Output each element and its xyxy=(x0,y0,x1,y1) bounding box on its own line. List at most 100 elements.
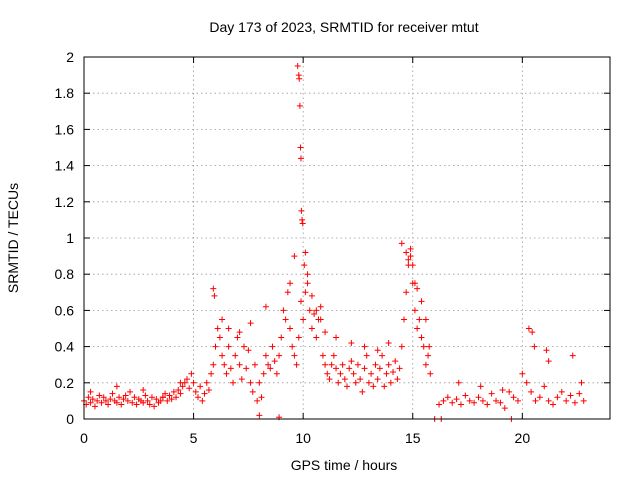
data-point xyxy=(258,394,265,401)
data-point xyxy=(153,396,160,403)
data-point xyxy=(407,253,414,260)
data-point xyxy=(140,399,147,406)
data-point xyxy=(157,397,164,404)
data-point xyxy=(376,365,383,372)
data-point xyxy=(396,365,403,372)
data-point xyxy=(173,394,180,401)
data-point xyxy=(151,403,158,410)
y-tick-label: 0.8 xyxy=(55,266,75,282)
y-tick-label: 0.4 xyxy=(55,339,75,355)
data-point xyxy=(107,396,114,403)
data-point xyxy=(260,370,267,377)
data-point xyxy=(354,361,361,368)
data-point xyxy=(208,370,215,377)
data-point xyxy=(519,370,526,377)
data-point xyxy=(127,388,134,395)
data-point xyxy=(319,352,326,359)
data-point xyxy=(267,365,274,372)
data-point xyxy=(330,352,337,359)
data-point xyxy=(554,394,561,401)
data-point xyxy=(328,361,335,368)
data-point xyxy=(525,325,532,332)
x-tick-label: 20 xyxy=(515,430,531,446)
data-point xyxy=(576,390,583,397)
data-point xyxy=(297,144,304,151)
data-point xyxy=(531,343,538,350)
data-point xyxy=(361,343,368,350)
data-point xyxy=(273,370,280,377)
data-point xyxy=(179,383,186,390)
data-point xyxy=(322,361,329,368)
data-point xyxy=(479,397,486,404)
data-point xyxy=(245,347,252,354)
data-point xyxy=(381,383,388,390)
y-tick-label: 0 xyxy=(66,411,74,427)
data-point xyxy=(177,379,184,386)
data-point xyxy=(140,387,147,394)
y-tick-label: 0.6 xyxy=(55,302,75,318)
data-point xyxy=(453,396,460,403)
x-tick-label: 10 xyxy=(295,430,311,446)
data-point xyxy=(501,405,508,412)
data-point xyxy=(416,316,423,323)
x-tick-label: 0 xyxy=(80,430,88,446)
data-point xyxy=(287,325,294,332)
data-point xyxy=(385,339,392,346)
data-point xyxy=(142,392,149,399)
data-point xyxy=(148,394,155,401)
data-point xyxy=(374,376,381,383)
data-point xyxy=(457,401,464,408)
data-point xyxy=(407,245,414,252)
data-point xyxy=(387,379,394,386)
data-point xyxy=(219,316,226,323)
data-point xyxy=(162,390,169,397)
data-point xyxy=(550,401,557,408)
data-point xyxy=(256,379,263,386)
data-point xyxy=(211,292,218,299)
data-point xyxy=(418,334,425,341)
data-point xyxy=(337,370,344,377)
data-point xyxy=(466,397,473,404)
data-point xyxy=(251,361,258,368)
data-point xyxy=(262,303,269,310)
data-point xyxy=(563,397,570,404)
data-point xyxy=(299,216,306,223)
data-point xyxy=(411,307,418,314)
data-point xyxy=(308,325,315,332)
y-axis-label: SRMTID / TECUs xyxy=(5,183,21,293)
data-point xyxy=(302,289,309,296)
data-point xyxy=(280,307,287,314)
data-point xyxy=(394,376,401,383)
data-point xyxy=(558,388,565,395)
data-point xyxy=(287,280,294,287)
data-point xyxy=(232,352,239,359)
data-point xyxy=(341,376,348,383)
data-point xyxy=(541,383,548,390)
data-point xyxy=(567,392,574,399)
data-point xyxy=(116,394,123,401)
data-point xyxy=(159,394,166,401)
plot-frame xyxy=(83,56,611,420)
data-point xyxy=(146,401,153,408)
data-point xyxy=(144,397,151,404)
data-point xyxy=(295,334,302,341)
data-point xyxy=(346,365,353,372)
data-point xyxy=(493,397,500,404)
data-point xyxy=(313,307,320,314)
data-point xyxy=(372,361,379,368)
data-point xyxy=(440,397,447,404)
data-point xyxy=(247,320,254,327)
y-tick-label: 0.2 xyxy=(55,375,75,391)
data-point xyxy=(240,343,247,350)
data-point xyxy=(488,390,495,397)
data-point xyxy=(571,399,578,406)
data-point xyxy=(262,352,269,359)
data-point xyxy=(383,370,390,377)
data-point xyxy=(170,388,177,395)
data-point xyxy=(282,316,289,323)
y-tick-label: 1.2 xyxy=(55,194,75,210)
data-point xyxy=(422,316,429,323)
data-point xyxy=(96,392,103,399)
data-point xyxy=(234,334,241,341)
